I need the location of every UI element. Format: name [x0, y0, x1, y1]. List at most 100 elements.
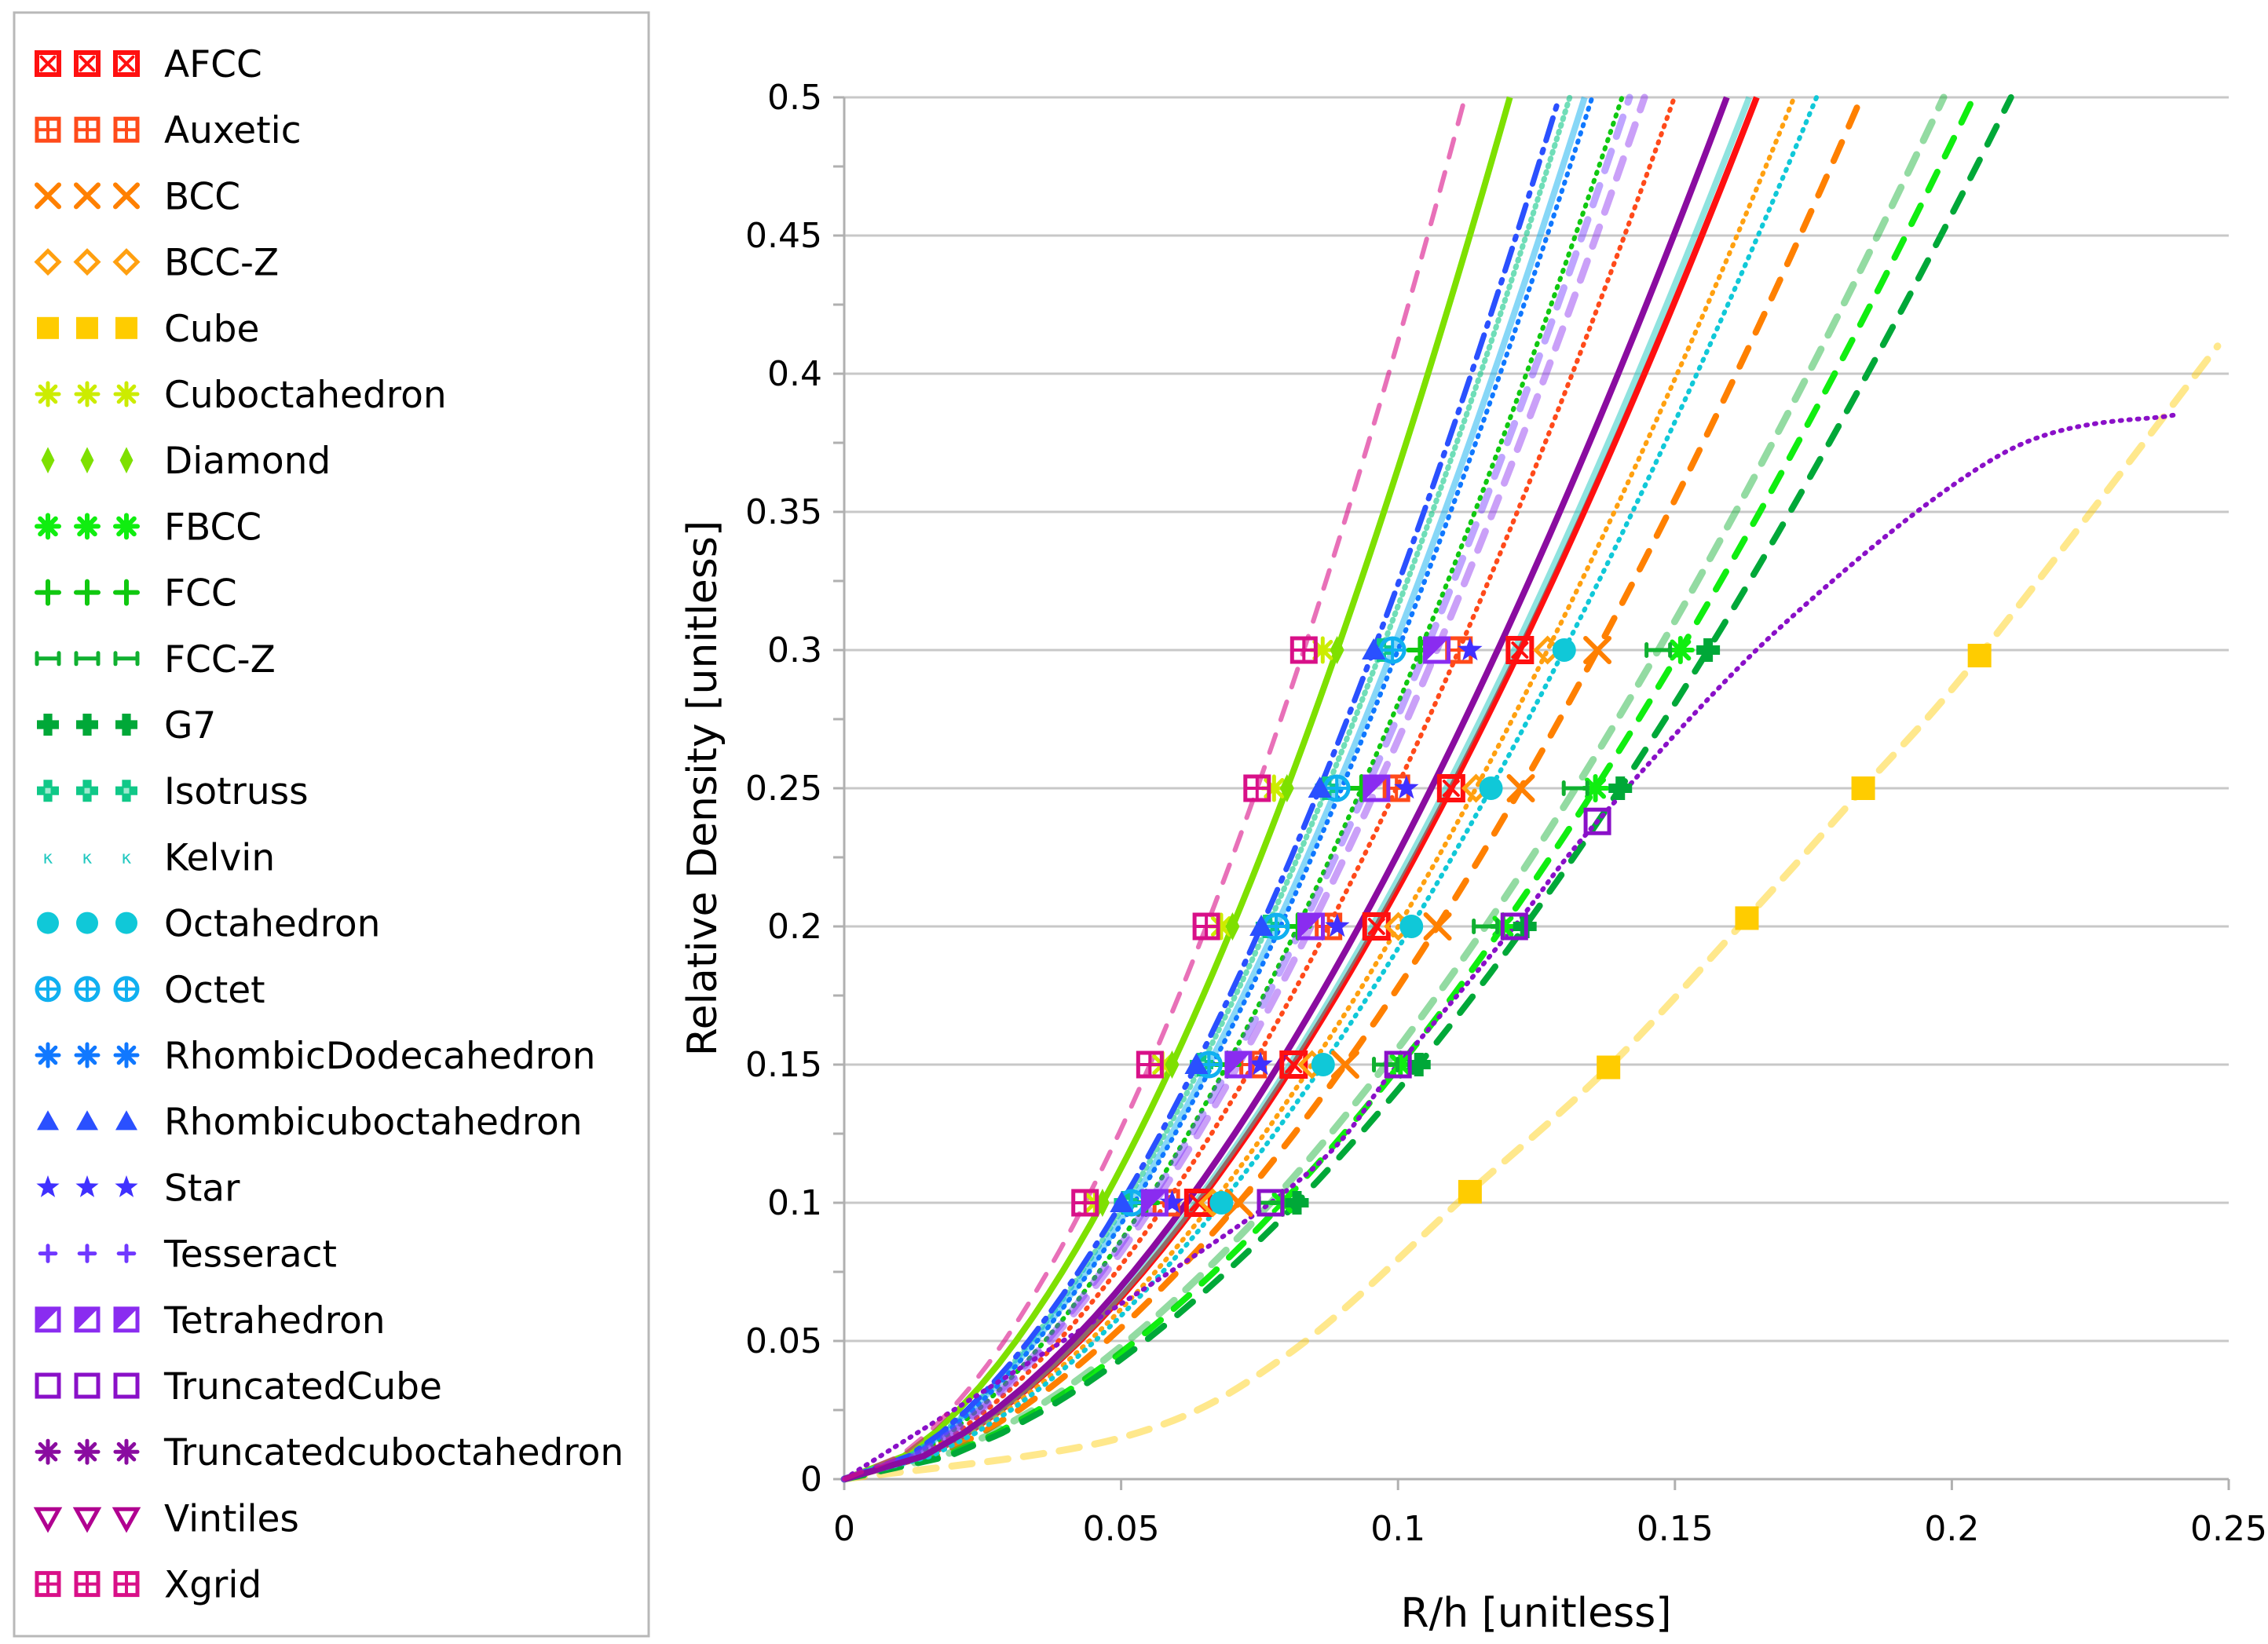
- svg-text:κ: κ: [82, 848, 93, 868]
- legend-label: BCC: [164, 175, 240, 218]
- data-point-xgrid: [1192, 912, 1220, 941]
- data-point-truncatedcube: [1257, 1189, 1285, 1217]
- data-point-g7: [1407, 1053, 1431, 1076]
- marker-kappa: κ: [43, 848, 53, 868]
- data-point-rhombicuboctahedron: [1308, 776, 1332, 798]
- legend-label: Isotruss: [164, 770, 309, 813]
- marker-square: [37, 316, 59, 339]
- gridlines: [844, 96, 2229, 1343]
- marker-kappa: κ: [82, 848, 93, 868]
- marker-circle: [76, 912, 98, 934]
- marker-circle-plus: [74, 976, 101, 1003]
- marker-triangle-down: [112, 1507, 141, 1533]
- marker-asterisk: [74, 1042, 101, 1069]
- data-point-bcc: [1224, 1189, 1253, 1217]
- marker-diamond: [41, 447, 55, 473]
- legend-label: Rhombicuboctahedron: [164, 1101, 583, 1144]
- data-point-rhombicuboctahedron: [1110, 1191, 1134, 1212]
- data-point-star: [1248, 1051, 1273, 1076]
- legend: AFCC Auxetic BCC BCC-Z Cube Cuboctahedron Diam…: [33, 43, 624, 1607]
- legend-item-star: Star: [36, 1167, 240, 1210]
- marker-asterisk-bold: [35, 513, 61, 540]
- marker-x: [113, 182, 140, 210]
- legend-item-octahedron: Octahedron: [37, 903, 380, 946]
- marker-diamond-open: [73, 248, 101, 276]
- marker-plus-small: [116, 1244, 137, 1263]
- marker-plus: [74, 579, 101, 606]
- y-tick-label: 0.15: [745, 1045, 822, 1085]
- legend-item-bcc: BCC: [35, 175, 240, 218]
- legend-label: RhombicDodecahedron: [164, 1035, 595, 1078]
- marker-box-x: [35, 50, 61, 77]
- marker-square-open: [113, 1372, 140, 1399]
- x-tick-label: 0.05: [1083, 1509, 1160, 1549]
- marker-square-open: [74, 1372, 101, 1399]
- data-point-xgrid: [1289, 636, 1318, 664]
- data-point-tetrahedron: [1423, 636, 1451, 664]
- x-tick-label: 0.15: [1637, 1509, 1714, 1549]
- data-point-rhombicuboctahedron: [1184, 1053, 1209, 1074]
- legend-item-fcc-z: FCC-Z: [35, 638, 276, 681]
- data-point-cube: [1597, 1055, 1621, 1080]
- data-point-fbcc: [1666, 636, 1695, 664]
- legend-label: G7: [164, 704, 216, 747]
- data-point-star: [1394, 775, 1419, 799]
- legend-item-truncatedcube: TruncatedCube: [35, 1365, 442, 1408]
- series-line-kelvin: [843, 96, 1753, 1482]
- legend-label: BCC-Z: [164, 242, 279, 285]
- marker-box-grid: [113, 1571, 140, 1598]
- marker-diamond-open: [34, 248, 62, 276]
- marker-cross-thick: [37, 714, 59, 736]
- y-tick-label: 0.35: [745, 492, 822, 532]
- data-point-diamond: [1330, 636, 1344, 664]
- legend-item-vintiles: Vintiles: [33, 1497, 299, 1540]
- legend-label: Auxetic: [164, 109, 302, 152]
- legend-label: Truncatedcuboctahedron: [163, 1431, 624, 1474]
- x-tick-label: 0: [833, 1509, 855, 1549]
- marker-plus: [35, 579, 61, 606]
- data-point-diamond: [1095, 1189, 1110, 1217]
- marker-triangle: [115, 1110, 137, 1131]
- data-point-cube: [1735, 906, 1759, 930]
- marker-square-open: [35, 1372, 61, 1399]
- marker-asterisk-bold: [113, 513, 140, 540]
- y-tick-label: 0: [800, 1460, 822, 1500]
- data-point-fcc-z: [1644, 642, 1673, 658]
- marker-asterisk: [113, 381, 140, 407]
- legend-label: Cuboctahedron: [164, 374, 447, 417]
- marker-box-grid: [113, 116, 140, 143]
- legend-item-fbcc: FBCC: [35, 506, 262, 549]
- marker-box-grid: [74, 1571, 101, 1598]
- marker-triangle: [76, 1110, 98, 1131]
- data-point-fcc-z: [1561, 780, 1589, 796]
- data-point-tetrahedron: [1297, 912, 1325, 941]
- data-point-star: [1458, 637, 1483, 661]
- legend-item-truncatedcuboctahedron: Truncatedcuboctahedron: [35, 1431, 624, 1474]
- series-line-truncatedcube: [842, 412, 2176, 1481]
- legend-box: [13, 11, 650, 1638]
- legend-item-tetrahedron: Tetrahedron: [35, 1299, 386, 1343]
- series-line-xgrid: [842, 95, 1468, 1481]
- data-point-star: [1325, 913, 1350, 937]
- legend-label: AFCC: [164, 43, 262, 86]
- marker-star: [115, 1175, 138, 1197]
- marker-cross: [37, 780, 59, 802]
- legend-label: Xgrid: [164, 1564, 262, 1607]
- legend-item-rhombicdodecahedron: RhombicDodecahedron: [35, 1035, 595, 1078]
- data-point-bcc: [1583, 636, 1612, 664]
- series-line-truncatedcuboctahedron: [843, 96, 1730, 1482]
- marker-triangle-down: [72, 1507, 102, 1533]
- data-point-octahedron: [1311, 1053, 1335, 1076]
- marker-square: [115, 316, 137, 339]
- y-tick-label: 0.3: [767, 630, 822, 670]
- legend-item-isotruss: Isotruss: [37, 770, 309, 813]
- data-point-rhombicuboctahedron: [1249, 915, 1274, 936]
- marker-square-half: [113, 1306, 140, 1333]
- legend-label: Octahedron: [164, 903, 380, 946]
- marker-square: [76, 316, 98, 339]
- marker-asterisk: [35, 1438, 61, 1465]
- marker-diamond-open: [112, 248, 141, 276]
- y-tick-label: 0.05: [745, 1321, 822, 1361]
- legend-item-rhombicuboctahedron: Rhombicuboctahedron: [37, 1101, 583, 1144]
